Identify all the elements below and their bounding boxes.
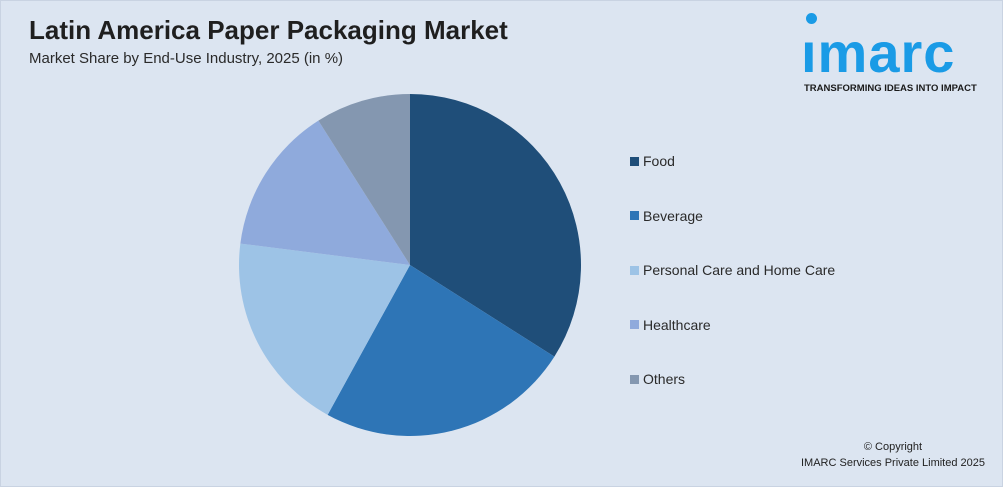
copyright-line-1: © Copyright — [863, 441, 923, 453]
pie-slice-beverage — [327, 265, 555, 437]
pie-slice-others — [318, 94, 410, 265]
logo-tagline: TRANSFORMING IDEAS INTO IMPACT — [804, 83, 977, 94]
pie-slice-healthcare — [240, 120, 410, 265]
legend-item: Food — [630, 151, 835, 171]
legend-item: Beverage — [630, 206, 835, 226]
legend-item: Others — [630, 369, 835, 389]
pie-slice-personal-care-and-home-care — [239, 243, 410, 415]
legend-swatch — [630, 320, 639, 329]
legend-swatch — [630, 374, 639, 384]
logo-dot-icon — [806, 13, 817, 24]
legend-swatch — [630, 211, 639, 220]
legend-swatch — [630, 156, 639, 166]
chart-subtitle: Market Share by End-Use Industry, 2025 (… — [29, 50, 344, 67]
imarc-logo: ımarc TRANSFORMING IDEAS INTO IMPACT — [801, 11, 991, 96]
legend-label: Beverage — [643, 207, 703, 224]
legend-label: Personal Care and Home Care — [643, 262, 836, 278]
legend-label: Healthcare — [643, 316, 711, 333]
legend-item: Personal Care and Home Care — [630, 260, 835, 280]
chart-title: Latin America Paper Packaging Market — [29, 15, 508, 45]
legend-label: Others — [643, 371, 686, 387]
legend-item: Healthcare — [630, 315, 835, 335]
legend: Food Beverage Personal Care and Home Care H… — [630, 151, 835, 424]
copyright-line-2: IMARC Services Private Limited 2025 — [800, 457, 985, 469]
copyright: © Copyright IMARC Services Private Limit… — [801, 439, 985, 471]
legend-swatch — [630, 265, 639, 275]
pie-slice-food — [410, 94, 581, 357]
logo-wordmark: ımarc — [801, 21, 956, 84]
legend-label: Food — [643, 153, 675, 169]
